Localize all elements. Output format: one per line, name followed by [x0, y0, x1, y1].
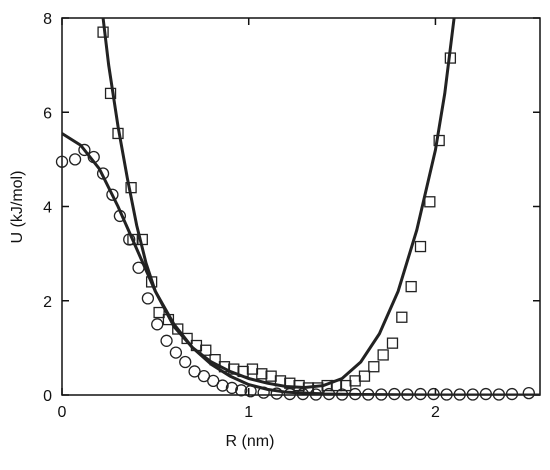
circle-marker — [244, 385, 257, 398]
square-marker — [125, 181, 137, 194]
circle-marker — [169, 346, 183, 359]
x-tick-label: 0 — [58, 404, 67, 421]
circle-marker — [68, 153, 82, 166]
square-marker — [358, 370, 371, 382]
y-tick-label: 2 — [43, 294, 52, 311]
circle-marker — [87, 150, 100, 164]
circle-marker — [270, 387, 283, 400]
square-marker — [153, 306, 165, 319]
square-marker — [312, 382, 324, 394]
y-axis-label: U (kJ/mol) — [9, 171, 26, 244]
square-marker — [209, 354, 221, 366]
circle-marker — [257, 386, 270, 399]
square-marker — [349, 375, 361, 387]
y-tick-label: 0 — [43, 388, 52, 405]
circle-marker — [505, 387, 519, 401]
circle-marker — [414, 387, 427, 401]
square-marker — [377, 349, 389, 361]
circle-marker — [55, 155, 69, 168]
circle-marker — [522, 386, 535, 400]
circle-marker — [388, 387, 401, 401]
square-marker — [321, 379, 333, 392]
circle-marker — [479, 387, 493, 401]
square-marker — [433, 134, 445, 147]
plot-area — [62, 18, 540, 395]
square-marker — [405, 280, 417, 293]
circle-marker — [151, 318, 164, 331]
circle-marker — [309, 388, 323, 401]
x-tick-label: 1 — [244, 404, 253, 421]
circle-marker — [235, 384, 248, 397]
circle-marker — [322, 387, 336, 401]
square-marker — [424, 196, 436, 208]
square-marker — [145, 276, 158, 288]
circle-marker — [440, 388, 453, 401]
circle-marker — [401, 388, 414, 401]
y-tick-label: 8 — [43, 11, 52, 28]
square-marker — [414, 240, 427, 253]
circle-marker — [160, 334, 173, 347]
y-tick-label: 4 — [43, 200, 52, 217]
fit-line — [101, 18, 456, 389]
square-marker — [162, 313, 175, 326]
square-marker — [256, 368, 268, 380]
y-tick-label: 6 — [43, 105, 52, 122]
circle-marker — [375, 388, 388, 401]
circle-marker — [466, 388, 479, 401]
square-marker — [330, 379, 343, 392]
square-marker — [444, 52, 457, 64]
circle-marker — [296, 387, 310, 401]
circle-marker — [132, 261, 145, 274]
circle-marker — [492, 388, 506, 401]
circle-marker — [78, 143, 91, 157]
square-marker — [368, 361, 380, 373]
square-marker — [237, 365, 249, 378]
circle-marker — [216, 379, 229, 392]
square-marker — [386, 337, 399, 349]
circle-marker — [141, 292, 155, 305]
square-marker — [172, 323, 184, 335]
circle-marker — [123, 233, 136, 246]
circle-marker — [348, 387, 362, 401]
circle-marker — [96, 167, 110, 180]
square-marker — [181, 332, 193, 345]
circle-marker — [106, 188, 119, 201]
x-tick-label: 2 — [431, 404, 440, 421]
square-marker — [97, 26, 109, 38]
square-marker — [127, 233, 139, 246]
circle-marker — [453, 388, 466, 401]
square-marker — [104, 87, 117, 100]
square-marker — [246, 363, 259, 375]
square-marker — [228, 363, 240, 375]
square-marker — [218, 361, 231, 373]
square-marker — [274, 375, 287, 387]
square-marker — [396, 311, 408, 323]
circle-marker — [427, 387, 440, 401]
square-marker — [112, 127, 124, 140]
circle-marker — [179, 355, 192, 369]
circle-marker — [113, 209, 127, 223]
square-marker — [136, 233, 148, 246]
circle-marker — [225, 381, 239, 395]
circle-marker — [283, 387, 296, 401]
x-axis-label: R (nm) — [226, 433, 275, 450]
circle-marker — [335, 388, 349, 401]
square-marker — [265, 370, 277, 382]
circle-marker — [362, 388, 375, 401]
square-marker — [200, 344, 212, 356]
